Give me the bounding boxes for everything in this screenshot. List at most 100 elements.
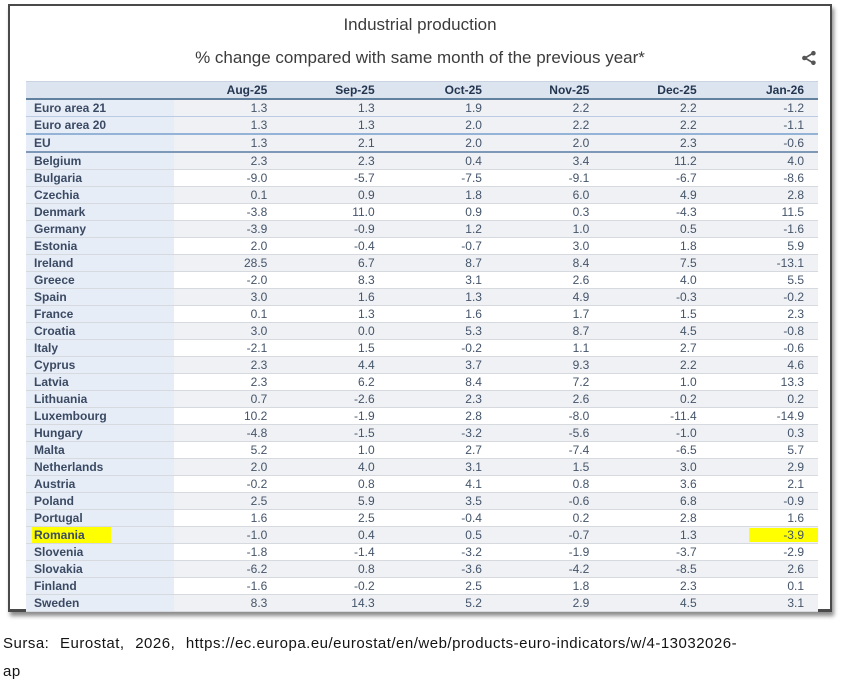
value-cell: 0.1	[710, 577, 818, 595]
value-cell: -6.5	[603, 441, 711, 459]
highlighted-country-name: Romania	[32, 527, 111, 543]
value-cell: -0.9	[281, 220, 389, 238]
share-icon[interactable]	[800, 49, 818, 67]
value-cell: -1.6	[174, 577, 282, 595]
value-cell: 8.4	[495, 254, 604, 272]
table-row: Estonia 2.0 -0.4 -0.7 3.0 1.8 5.9	[26, 237, 818, 255]
value-cell: 5.9	[710, 237, 818, 255]
value-cell: 2.9	[710, 458, 818, 476]
value-cell: 1.5	[495, 458, 604, 476]
value-cell: 0.2	[495, 509, 604, 527]
value-cell: 0.0	[281, 322, 389, 340]
table-header: Aug-25 Sep-25 Oct-25 Nov-25 Dec-25 Jan-26	[26, 81, 818, 100]
value-cell: 6.8	[603, 492, 711, 510]
value-cell: -1.2	[710, 99, 818, 117]
value-cell: 0.3	[710, 424, 818, 442]
country-name-cell: Slovenia	[26, 543, 174, 561]
value-cell: -1.0	[603, 424, 711, 442]
value-cell: -7.5	[388, 169, 496, 187]
value-cell: 8.7	[388, 254, 496, 272]
page-title: Industrial production	[343, 15, 497, 34]
header-row: Aug-25 Sep-25 Oct-25 Nov-25 Dec-25 Jan-26	[26, 81, 818, 100]
value-cell: -0.6	[710, 134, 818, 153]
country-name-cell: Denmark	[26, 203, 174, 221]
value-cell: 1.9	[388, 99, 496, 117]
value-cell: 8.3	[174, 594, 282, 612]
value-cell: 7.5	[603, 254, 711, 272]
value-cell: -9.1	[495, 169, 604, 187]
value-cell: 2.5	[174, 492, 282, 510]
table-row: Slovakia -6.2 0.8 -3.6 -4.2 -8.5 2.6	[26, 560, 818, 578]
value-cell: 0.5	[603, 220, 711, 238]
column-header-month: Nov-25	[495, 81, 604, 100]
value-cell: 3.1	[388, 458, 496, 476]
value-cell: 13.3	[710, 373, 818, 391]
table-row: Ireland 28.5 6.7 8.7 8.4 7.5 -13.1	[26, 254, 818, 272]
country-name-cell: Finland	[26, 577, 174, 595]
value-cell: -0.6	[710, 339, 818, 357]
value-cell: 0.3	[495, 203, 604, 221]
value-cell: -0.2	[710, 288, 818, 306]
country-name-cell: Euro area 20	[26, 116, 174, 135]
country-name-cell: Bulgaria	[26, 169, 174, 187]
value-cell: 1.8	[388, 186, 496, 204]
value-cell: 0.7	[174, 390, 282, 408]
value-cell: 1.3	[174, 116, 282, 135]
table-row: France 0.1 1.3 1.6 1.7 1.5 2.3	[26, 305, 818, 323]
country-name-cell: Portugal	[26, 509, 174, 527]
value-cell: 0.2	[603, 390, 711, 408]
value-cell: -1.9	[281, 407, 389, 425]
value-cell: 2.2	[495, 99, 604, 117]
table-row: Romania -1.0 0.4 0.5 -0.7 1.3 -3.9	[26, 526, 818, 544]
value-cell: 4.0	[710, 152, 818, 170]
value-cell: 3.1	[710, 594, 818, 612]
value-cell: 28.5	[174, 254, 282, 272]
table-row: Finland -1.6 -0.2 2.5 1.8 2.3 0.1	[26, 577, 818, 595]
value-cell: -6.7	[603, 169, 711, 187]
table-row: Denmark -3.8 11.0 0.9 0.3 -4.3 11.5	[26, 203, 818, 221]
table-panel: Industrial production % change compared …	[8, 4, 832, 612]
table-row: Germany -3.9 -0.9 1.2 1.0 0.5 -1.6	[26, 220, 818, 238]
value-cell: 2.3	[603, 134, 711, 153]
country-name-cell: Luxembourg	[26, 407, 174, 425]
country-name-cell: Latvia	[26, 373, 174, 391]
value-cell: -11.4	[603, 407, 711, 425]
value-cell: 2.6	[495, 271, 604, 289]
table-row: Italy -2.1 1.5 -0.2 1.1 2.7 -0.6	[26, 339, 818, 357]
value-cell: 6.2	[281, 373, 389, 391]
table-row: Spain 3.0 1.6 1.3 4.9 -0.3 -0.2	[26, 288, 818, 306]
value-cell: 2.3	[174, 152, 282, 170]
value-cell: 5.5	[710, 271, 818, 289]
value-cell: 6.7	[281, 254, 389, 272]
country-name-cell: Italy	[26, 339, 174, 357]
value-cell: 1.6	[281, 288, 389, 306]
value-cell: 2.5	[388, 577, 496, 595]
value-cell: -0.9	[710, 492, 818, 510]
table-row: Belgium 2.3 2.3 0.4 3.4 11.2 4.0	[26, 152, 818, 170]
value-cell: -3.2	[388, 543, 496, 561]
value-cell: -1.8	[174, 543, 282, 561]
value-cell: -0.2	[174, 475, 282, 493]
country-name-cell: Hungary	[26, 424, 174, 442]
value-cell: 2.9	[495, 594, 604, 612]
value-cell: 1.1	[495, 339, 604, 357]
value-cell: -0.4	[281, 237, 389, 255]
value-cell: 4.0	[603, 271, 711, 289]
value-cell: -7.4	[495, 441, 604, 459]
value-cell: -0.2	[281, 577, 389, 595]
country-name-cell: Slovakia	[26, 560, 174, 578]
value-cell: -0.3	[603, 288, 711, 306]
country-name-cell: Belgium	[26, 152, 174, 170]
column-header-month: Sep-25	[281, 81, 389, 100]
value-cell: 0.5	[388, 526, 496, 544]
value-cell: 1.0	[495, 220, 604, 238]
value-cell: 4.5	[603, 322, 711, 340]
table-row: Malta 5.2 1.0 2.7 -7.4 -6.5 5.7	[26, 441, 818, 459]
value-cell: 0.8	[281, 475, 389, 493]
value-cell: 11.2	[603, 152, 711, 170]
value-cell: 1.6	[388, 305, 496, 323]
column-header-month: Dec-25	[603, 81, 711, 100]
value-cell: 2.3	[710, 305, 818, 323]
table-body: Euro area 21 1.3 1.3 1.9 2.2 2.2 -1.2 Euro area…	[26, 99, 818, 612]
value-cell: -0.7	[388, 237, 496, 255]
